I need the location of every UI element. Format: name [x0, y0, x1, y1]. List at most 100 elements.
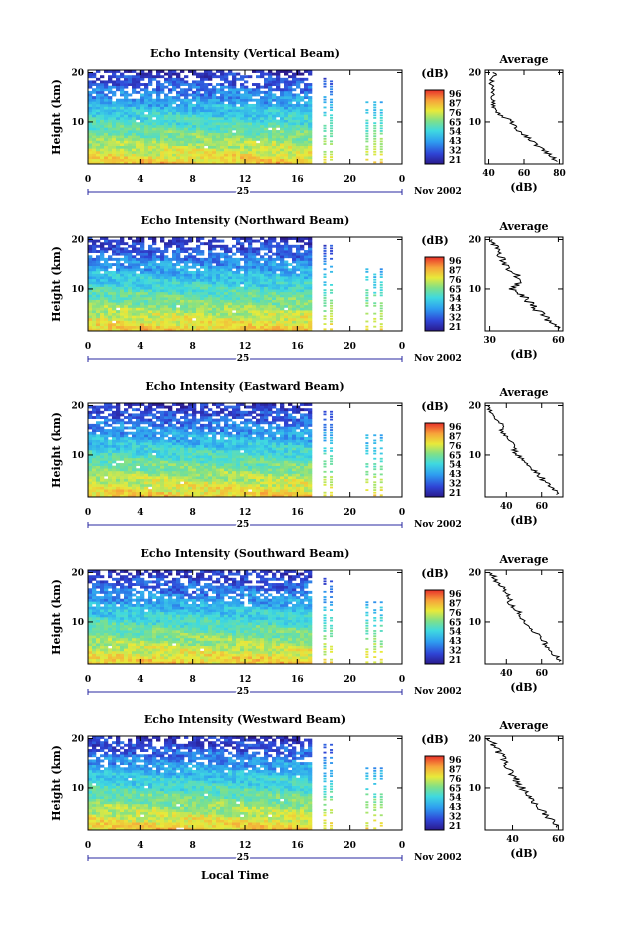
heatmap-cell: [120, 98, 125, 102]
heatmap-cell: [164, 137, 169, 141]
heatmap-cell: [228, 263, 233, 267]
heatmap-cell: [96, 320, 101, 324]
sparse-column-cell: [365, 452, 369, 455]
heatmap-cell: [96, 465, 101, 469]
sparse-column-cell: [365, 470, 369, 473]
heatmap-cell: [224, 284, 229, 287]
sparse-column-cell: [330, 463, 334, 465]
heatmap-cell: [220, 491, 225, 495]
heatmap-cell: [92, 455, 97, 459]
heatmap-cell: [172, 77, 177, 81]
heatmap-cell: [296, 127, 301, 131]
heatmap-cell: [152, 481, 157, 485]
heatmap-cell: [100, 122, 105, 126]
heatmap-cell: [136, 237, 141, 240]
heatmap-cell: [172, 291, 177, 295]
heatmap-cell: [176, 320, 181, 324]
sparse-column-cell: [330, 103, 334, 106]
heatmap-cell: [176, 93, 181, 97]
heatmap-cell: [144, 252, 149, 256]
heatmap-cell: [280, 294, 285, 298]
heatmap-cell: [304, 304, 309, 308]
heatmap-cell: [156, 158, 161, 162]
heatmap-cell: [88, 117, 93, 120]
sparse-column-cell: [323, 294, 327, 297]
heatmap-cell: [304, 77, 309, 81]
heatmap-cell: [140, 291, 145, 295]
heatmap-cell: [128, 109, 133, 113]
heatmap-cell: [140, 455, 145, 459]
heatmap-cell: [228, 460, 233, 464]
heatmap-cell: [212, 478, 217, 482]
heatmap-cell: [236, 239, 241, 243]
heatmap-cell: [188, 297, 193, 300]
heatmap-cell: [96, 93, 101, 97]
heatmap-cell: [116, 304, 121, 308]
heatmap-cell: [248, 119, 253, 123]
heatmap-cell: [284, 470, 289, 474]
heatmap-cell: [204, 93, 209, 97]
heatmap-cell: [248, 109, 253, 113]
heatmap-cell: [308, 452, 313, 456]
heatmap-cell: [164, 455, 169, 459]
heatmap-cell: [220, 304, 225, 308]
heatmap-cell: [256, 317, 261, 321]
heatmap-cell: [152, 483, 157, 487]
sparse-column-cell: [379, 325, 383, 328]
heatmap-cell: [224, 132, 229, 136]
heatmap-cell: [100, 286, 105, 290]
heatmap-cell: [252, 304, 257, 308]
heatmap-cell: [164, 276, 169, 280]
heatmap-cell: [288, 478, 293, 482]
heatmap-cell: [240, 156, 245, 160]
heatmap-cell: [208, 312, 213, 316]
heatmap-cell: [264, 148, 269, 152]
heatmap-cell: [236, 460, 241, 464]
heatmap-cell: [136, 268, 141, 272]
heatmap-cell: [140, 122, 145, 126]
heatmap-cell: [304, 317, 309, 321]
heatmap-cell: [284, 106, 289, 110]
heatmap-cell: [132, 148, 137, 152]
heatmap-cell: [240, 135, 245, 139]
heatmap-cell: [132, 109, 137, 113]
heatmap-cell: [268, 150, 273, 154]
heatmap-cell: [208, 455, 213, 459]
sparse-column-cell: [373, 135, 377, 138]
heatmap-cell: [132, 328, 137, 332]
heatmap-cell: [192, 111, 197, 115]
heatmap-cell: [208, 127, 213, 131]
heatmap-cell: [108, 297, 113, 300]
heatmap-cell: [224, 478, 229, 482]
heatmap-cell: [296, 96, 301, 100]
heatmap-cell: [104, 137, 109, 141]
x-tick-label: 12: [239, 175, 252, 185]
heatmap-cell: [292, 156, 297, 160]
heatmap-cell: [148, 148, 153, 152]
heatmap-cell: [224, 158, 229, 162]
heatmap-cell: [112, 137, 117, 141]
heatmap-cell: [152, 156, 157, 160]
heatmap-cell: [212, 455, 217, 459]
heatmap-cell: [128, 237, 133, 240]
heatmap-cell: [140, 98, 145, 102]
heatmap-cell: [204, 325, 209, 329]
heatmap-cell: [256, 124, 261, 128]
heatmap-cell: [212, 130, 217, 133]
heatmap-cell: [180, 111, 185, 115]
heatmap-cell: [96, 156, 101, 160]
heatmap-cell: [308, 98, 313, 102]
sparse-column-cell: [330, 328, 334, 331]
heatmap-cell: [308, 494, 313, 498]
sparse-column-cell: [323, 483, 327, 486]
heatmap-cell: [232, 83, 237, 86]
heatmap-cell: [240, 320, 245, 324]
heatmap-cell: [240, 237, 245, 240]
heatmap-cell: [308, 312, 313, 316]
heatmap-cell: [120, 252, 125, 256]
heatmap-cell: [120, 150, 125, 154]
heatmap-cell: [268, 148, 273, 152]
heatmap-cell: [124, 156, 129, 160]
heatmap-cell: [300, 137, 305, 141]
heatmap-cell: [180, 119, 185, 123]
